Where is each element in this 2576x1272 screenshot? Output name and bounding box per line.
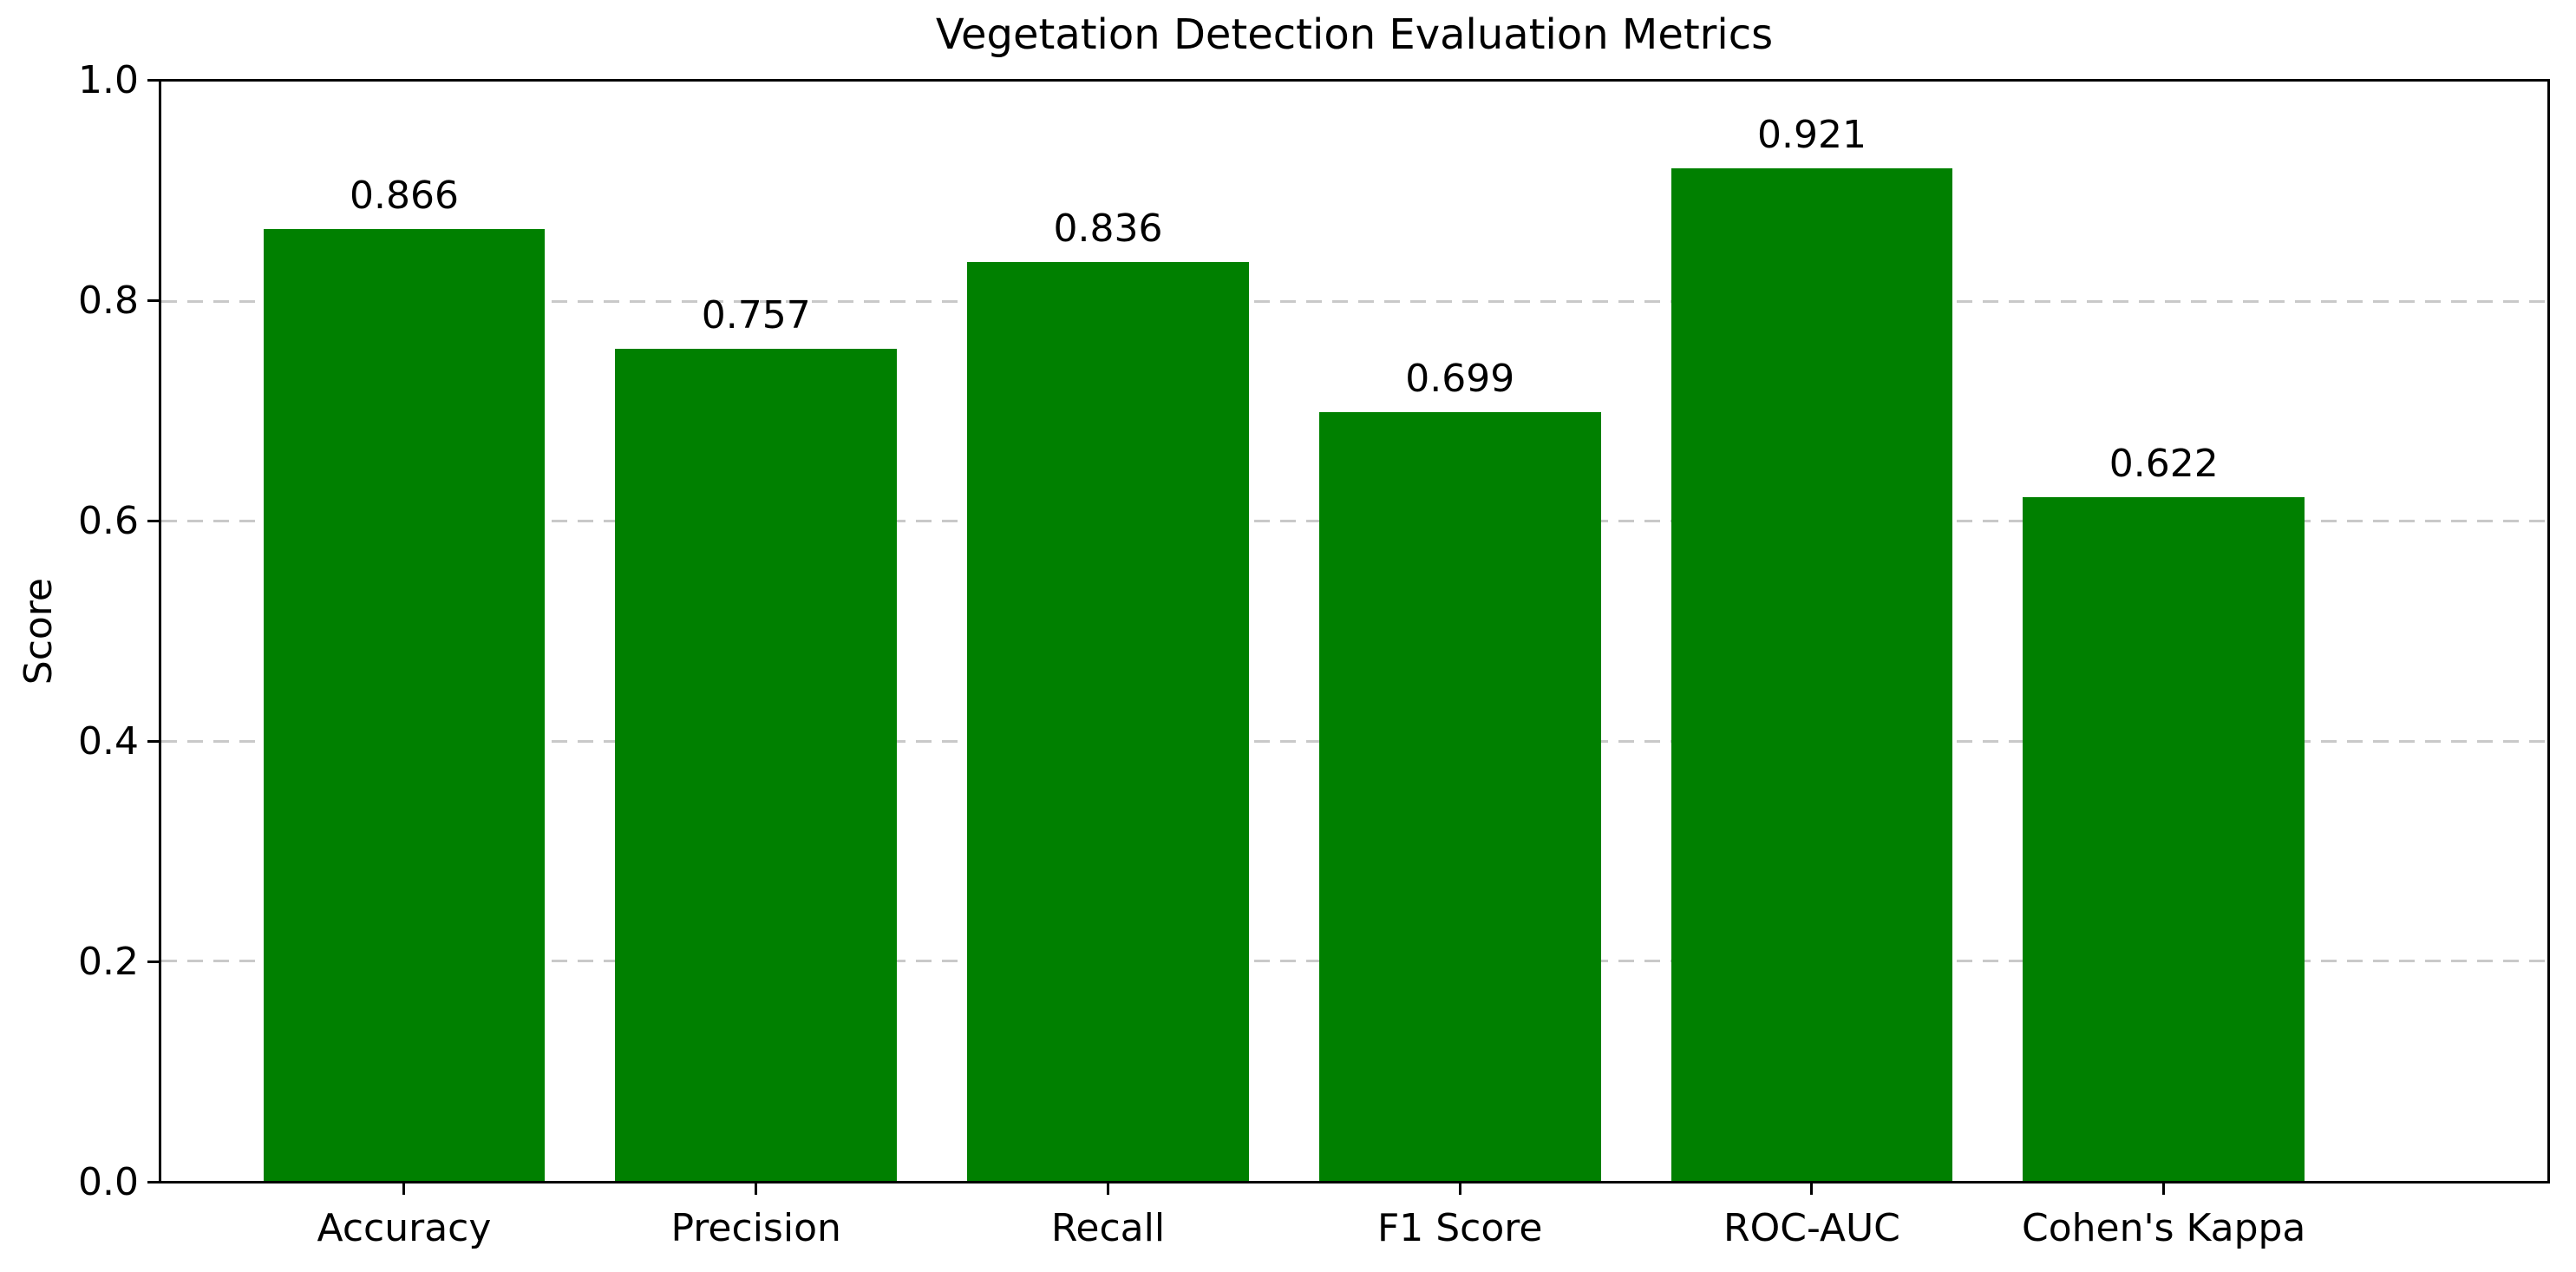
bar-cohen-s-kappa [2023, 496, 2305, 1181]
x-tick-label: Recall [1050, 1206, 1166, 1250]
y-axis-label-container: Score [0, 79, 61, 1183]
bar-value-label: 0.699 [1405, 357, 1515, 402]
x-tick-label: ROC-AUC [1723, 1206, 1900, 1250]
bar-precision [615, 348, 897, 1181]
y-tick-label: 0.0 [78, 1159, 139, 1204]
bar-f1-score [1318, 412, 1601, 1181]
x-tick-mark [1458, 1183, 1461, 1195]
plot-area: 0.866 0.757 0.836 0.699 0.921 0.622 [159, 79, 2550, 1183]
bar-accuracy [263, 228, 546, 1181]
bar-recall [967, 261, 1249, 1181]
bar-value-label: 0.836 [1053, 206, 1163, 251]
gridline [161, 299, 2547, 303]
x-tick-mark [755, 1183, 758, 1195]
y-axis-label: Score [16, 577, 61, 685]
y-tick-label: 0.4 [78, 718, 139, 764]
y-tick-label: 0.8 [78, 278, 139, 323]
x-tick-label: Accuracy [317, 1206, 492, 1250]
y-tick-mark [147, 520, 159, 522]
bar-value-label: 0.866 [350, 173, 459, 218]
x-tick-label: F1 Score [1376, 1206, 1543, 1250]
x-tick-mark [1106, 1183, 1109, 1195]
chart-title: Vegetation Detection Evaluation Metrics [935, 10, 1774, 59]
bar-value-label: 0.622 [2109, 441, 2219, 486]
y-tick-label: 0.6 [78, 498, 139, 543]
y-tick-mark [147, 299, 159, 302]
x-tick-mark [1810, 1183, 1814, 1195]
x-tick-mark [2162, 1183, 2166, 1195]
x-tick-mark [402, 1183, 406, 1195]
bar-value-label: 0.757 [701, 292, 811, 338]
y-tick-mark [147, 1181, 159, 1183]
y-tick-label: 1.0 [78, 57, 139, 102]
x-tick-label: Precision [670, 1206, 841, 1250]
y-tick-label: 0.2 [78, 939, 139, 984]
x-tick-label: Cohen's Kappa [2022, 1206, 2306, 1250]
y-tick-mark [147, 961, 159, 963]
bar-roc-auc [1670, 168, 1953, 1181]
bar-value-label: 0.921 [1756, 113, 1867, 158]
y-tick-mark [147, 79, 159, 82]
y-tick-mark [147, 740, 159, 743]
